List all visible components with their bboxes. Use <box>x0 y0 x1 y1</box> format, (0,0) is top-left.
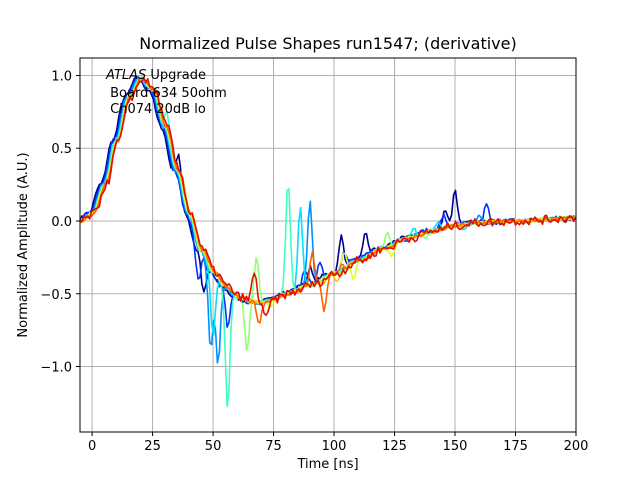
series-line-series-9 <box>80 77 576 324</box>
x-axis-label: Time [ns] <box>296 457 358 472</box>
annotation-atlas: ATLAS <box>105 68 146 83</box>
y-tick-label: 1.0 <box>51 69 72 84</box>
x-tick-label: 100 <box>322 439 347 454</box>
x-tick-label: 50 <box>205 439 222 454</box>
chart-title: Normalized Pulse Shapes run1547; (deriva… <box>139 34 516 53</box>
x-tick-label: 25 <box>144 439 161 454</box>
x-tick-label: 0 <box>88 439 96 454</box>
y-tick-label: 0.5 <box>51 142 72 157</box>
x-tick-label: 75 <box>265 439 282 454</box>
annotation-line-3: Ch074 20dB lo <box>106 102 206 117</box>
x-tick-label: 125 <box>382 439 407 454</box>
annotation-line-1: ATLAS Upgrade <box>105 68 206 83</box>
annotation-box: ATLAS Upgrade Board 634 50ohm Ch074 20dB… <box>105 68 227 117</box>
x-axis: 0 25 50 75 100 125 150 175 200 <box>88 432 588 454</box>
y-axis: −1.0 −0.5 0.0 0.5 1.0 <box>40 69 80 376</box>
annotation-line-2: Board 634 50ohm <box>106 86 227 101</box>
y-tick-label: −1.0 <box>40 361 72 376</box>
series-line-series-10 <box>80 77 576 317</box>
x-tick-label: 200 <box>564 439 589 454</box>
y-tick-label: 0.0 <box>51 215 72 230</box>
x-tick-label: 175 <box>503 439 528 454</box>
x-tick-label: 150 <box>443 439 468 454</box>
series-lines <box>80 75 576 408</box>
plot-frame <box>79 57 577 433</box>
y-axis-label: Normalized Amplitude (A.U.) <box>16 152 31 337</box>
annotation-upgrade: Upgrade <box>146 68 206 83</box>
y-tick-label: −0.5 <box>40 288 72 303</box>
